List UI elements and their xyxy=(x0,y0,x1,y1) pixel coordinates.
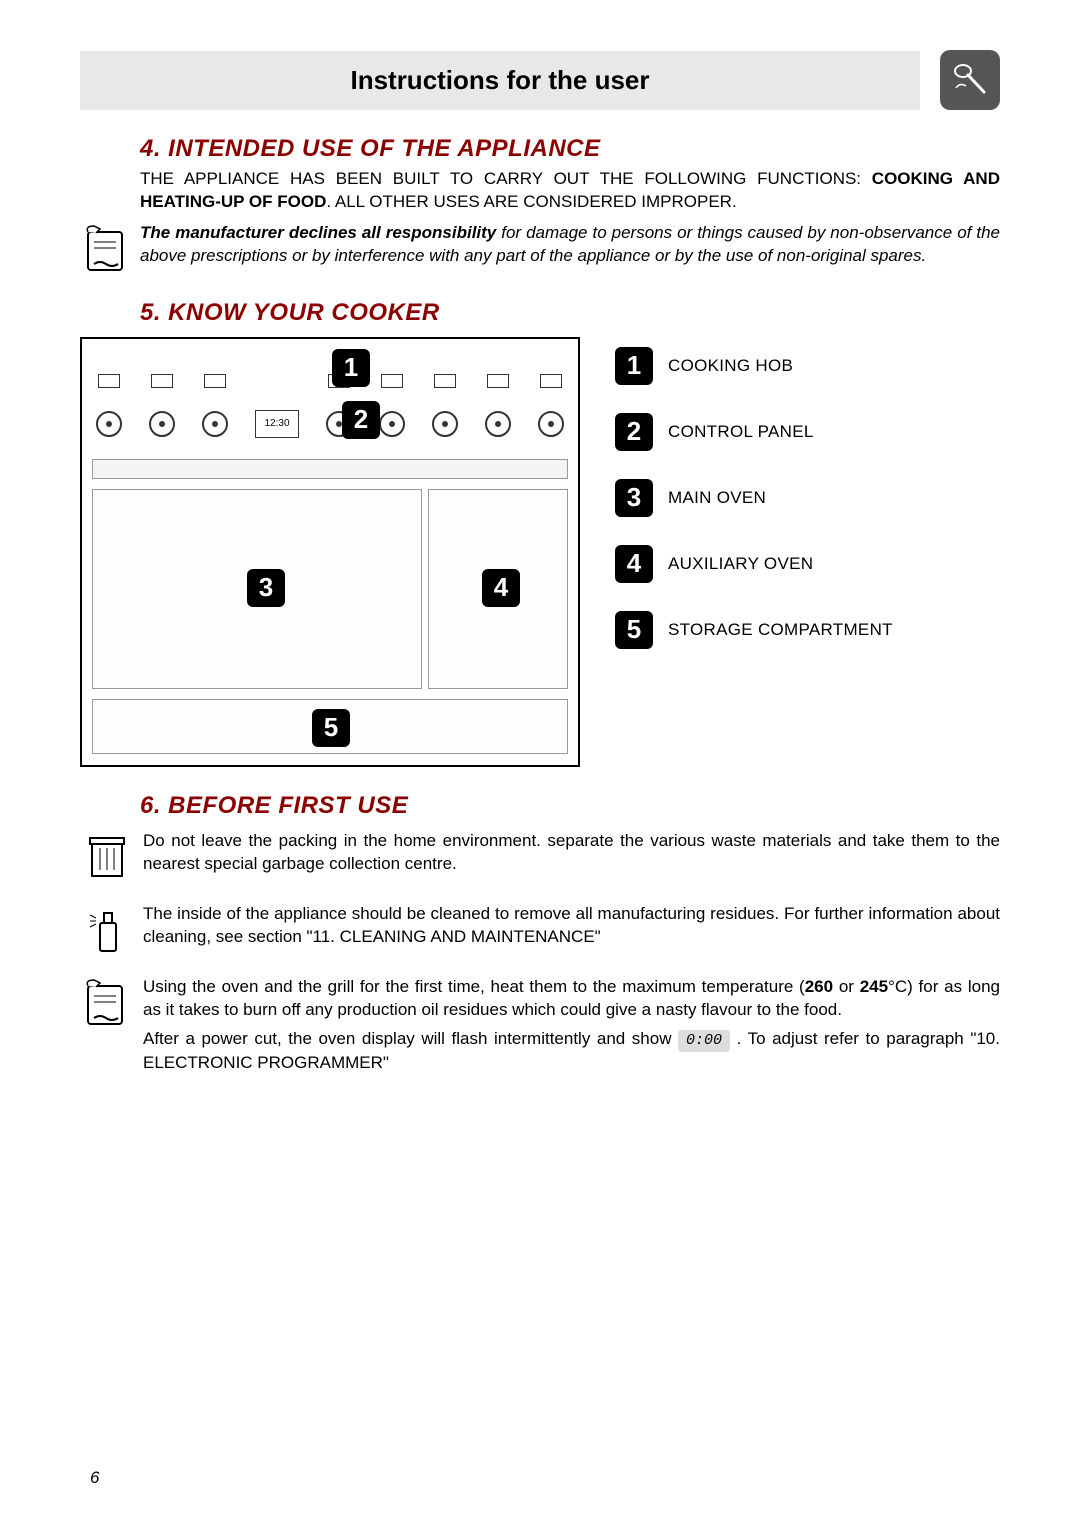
legend-item: 2 CONTROL PANEL xyxy=(615,413,893,451)
hob-symbol xyxy=(540,374,562,388)
header-row: Instructions for the user xyxy=(80,50,1000,110)
warning-note-icon xyxy=(80,222,135,277)
diagram-badge-3: 3 xyxy=(247,569,285,607)
section6-block: Do not leave the packing in the home env… xyxy=(80,830,1000,1075)
legend-badge: 5 xyxy=(615,611,653,649)
page: Instructions for the user 4. INTENDED US… xyxy=(0,0,1080,1528)
diagram-badge-5: 5 xyxy=(312,709,350,747)
legend-item: 4 AUXILIARY OVEN xyxy=(615,545,893,583)
sec4-p1-pre: THE APPLIANCE HAS BEEN BUILT TO CARRY OU… xyxy=(140,169,872,188)
section5-title: 5. KNOW YOUR COOKER xyxy=(140,299,1000,327)
legend-badge: 2 xyxy=(615,413,653,451)
legend-label: CONTROL PANEL xyxy=(668,422,814,442)
sec6-item-3: Using the oven and the grill for the fir… xyxy=(80,976,1000,1075)
cooker-control-row: 12:30 xyxy=(92,401,568,447)
recycle-bin-icon xyxy=(80,830,135,885)
diagram-badge-2: 2 xyxy=(342,401,380,439)
knob-icon xyxy=(149,411,175,437)
sec6-3-mid: or xyxy=(833,977,860,996)
cooker-divider xyxy=(92,459,568,479)
know-your-cooker-row: 12:30 1 2 3 4 5 1 COOKING HOB xyxy=(80,337,1000,767)
oven-display-value: 0:00 xyxy=(678,1030,730,1052)
sec6-text-1: Do not leave the packing in the home env… xyxy=(143,830,1000,876)
spoon-icon xyxy=(940,50,1000,110)
legend-label: COOKING HOB xyxy=(668,356,793,376)
page-number: 6 xyxy=(90,1468,99,1488)
cleaning-bottle-icon xyxy=(80,903,135,958)
section4-para1: THE APPLIANCE HAS BEEN BUILT TO CARRY OU… xyxy=(140,168,1000,214)
cooker-hob-row xyxy=(92,369,568,393)
sec6-item-1: Do not leave the packing in the home env… xyxy=(80,830,1000,885)
legend-badge: 1 xyxy=(615,347,653,385)
hob-symbol xyxy=(434,374,456,388)
legend-badge: 3 xyxy=(615,479,653,517)
knob-icon xyxy=(379,411,405,437)
sec4-p1-post: . ALL OTHER USES ARE CONSIDERED IMPROPER… xyxy=(326,192,736,211)
section6-title: 6. BEFORE FIRST USE xyxy=(140,792,1000,820)
knob-icon xyxy=(432,411,458,437)
diagram-badge-4: 4 xyxy=(482,569,520,607)
legend-item: 1 COOKING HOB xyxy=(615,347,893,385)
legend-badge: 4 xyxy=(615,545,653,583)
warning-note-icon xyxy=(80,976,135,1031)
sec6-3-b1: 260 xyxy=(805,977,833,996)
sec6-item-2: The inside of the appliance should be cl… xyxy=(80,903,1000,958)
knob-icon xyxy=(485,411,511,437)
sec6-3-pre: Using the oven and the grill for the fir… xyxy=(143,977,805,996)
clock-display: 12:30 xyxy=(255,410,299,438)
sec6-3b-pre: After a power cut, the oven display will… xyxy=(143,1029,678,1048)
sec6-text-3: Using the oven and the grill for the fir… xyxy=(143,976,1000,1075)
sec6-text-2: The inside of the appliance should be cl… xyxy=(143,903,1000,949)
diagram-badge-1: 1 xyxy=(332,349,370,387)
legend-item: 3 MAIN OVEN xyxy=(615,479,893,517)
legend-label: MAIN OVEN xyxy=(668,488,766,508)
cooker-diagram: 12:30 1 2 3 4 5 xyxy=(80,337,580,767)
knob-icon xyxy=(202,411,228,437)
section4-title: 4. INTENDED USE OF THE APPLIANCE xyxy=(140,135,1000,163)
page-title: Instructions for the user xyxy=(80,51,920,110)
section4-warning-text: The manufacturer declines all responsibi… xyxy=(140,222,1000,268)
hob-symbol xyxy=(98,374,120,388)
legend-item: 5 STORAGE COMPARTMENT xyxy=(615,611,893,649)
hob-symbol xyxy=(151,374,173,388)
section4-warning-row: The manufacturer declines all responsibi… xyxy=(80,222,1000,277)
cooker-legend: 1 COOKING HOB 2 CONTROL PANEL 3 MAIN OVE… xyxy=(615,337,893,767)
sec6-3-b2: 245 xyxy=(860,977,888,996)
knob-icon xyxy=(96,411,122,437)
hob-symbol xyxy=(381,374,403,388)
hob-symbol xyxy=(204,374,226,388)
knob-icon xyxy=(538,411,564,437)
legend-label: STORAGE COMPARTMENT xyxy=(668,620,893,640)
sec4-warn-bold: The manufacturer declines all responsibi… xyxy=(140,223,496,242)
legend-label: AUXILIARY OVEN xyxy=(668,554,813,574)
hob-symbol xyxy=(487,374,509,388)
